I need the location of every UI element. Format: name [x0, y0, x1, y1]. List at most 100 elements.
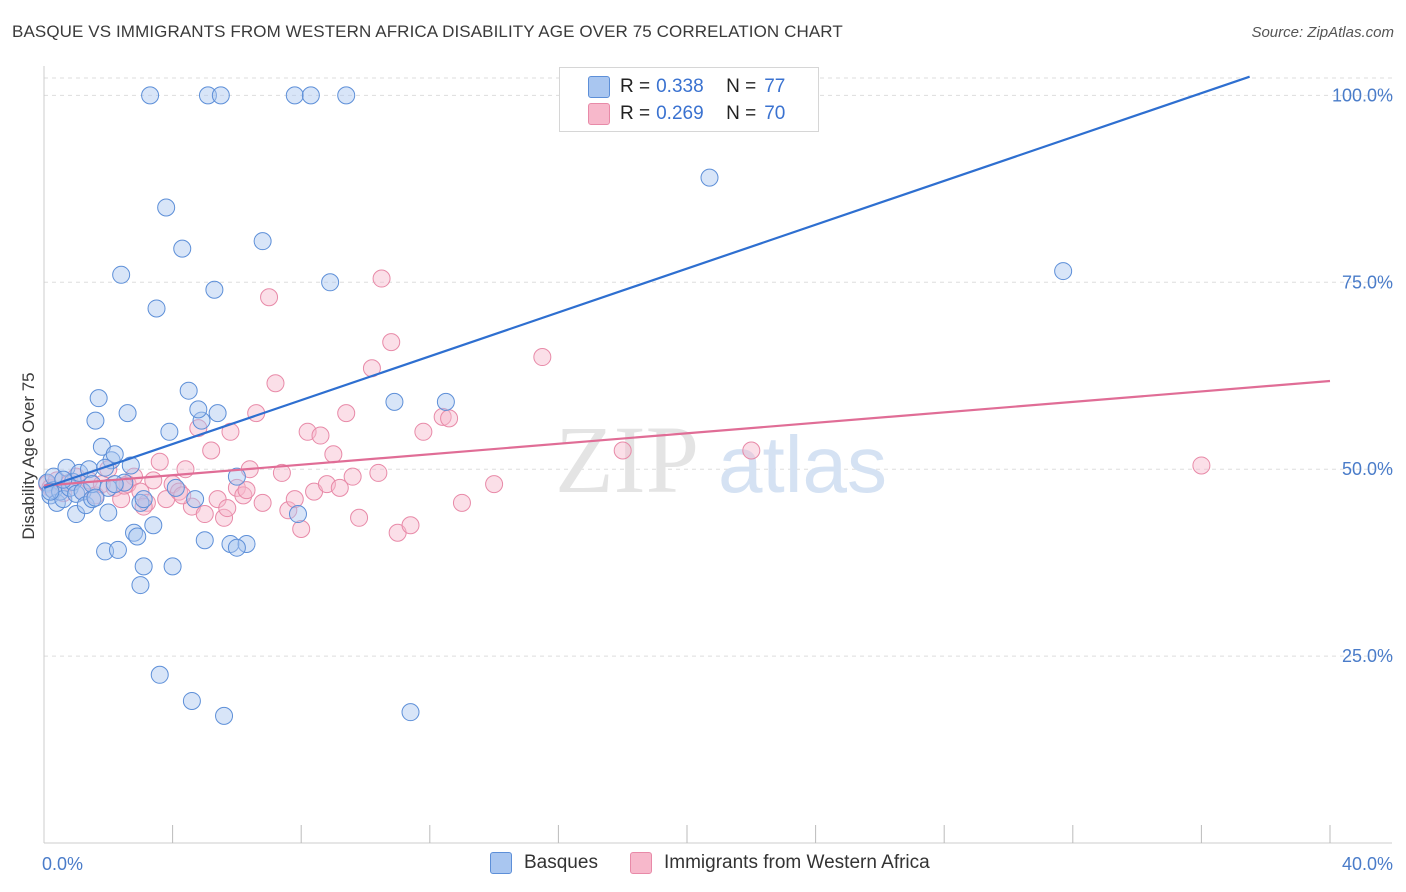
watermark-atlas: atlas: [718, 420, 887, 509]
basque-point: [337, 86, 356, 105]
x-tick-label: 0.0%: [42, 854, 83, 874]
basque-point: [215, 706, 234, 725]
basque-point: [160, 422, 179, 441]
series-basque-points: [38, 86, 1073, 725]
africa-point: [533, 348, 552, 367]
africa-trend-line: [43, 379, 1331, 487]
legend-label-africa: Immigrants from Western Africa: [664, 852, 930, 873]
basque-point: [144, 516, 163, 535]
chart-title: BASQUE VS IMMIGRANTS FROM WESTERN AFRICA…: [12, 22, 843, 41]
africa-point: [208, 490, 227, 509]
r-value: 0.338: [656, 76, 704, 97]
africa-point: [613, 441, 632, 460]
basque-point: [134, 557, 153, 576]
basque-point: [321, 273, 340, 292]
stats-legend-row-basques: R = 0.338 N = 77: [560, 74, 785, 100]
basque-point: [67, 505, 86, 524]
africa-point: [279, 501, 298, 520]
basque-point: [227, 538, 246, 557]
legend-label-basques: Basques: [524, 852, 598, 873]
source-label: Source: ZipAtlas.com: [1251, 24, 1394, 41]
n-key: N =: [726, 76, 757, 97]
basque-point: [131, 576, 150, 595]
basque-point: [173, 239, 192, 258]
africa-point: [330, 478, 349, 497]
basque-point: [105, 475, 124, 494]
gridlines: [44, 77, 1392, 657]
basque-point: [112, 265, 131, 284]
africa-point: [266, 374, 285, 393]
n-value: 70: [764, 103, 786, 124]
africa-point: [440, 409, 459, 428]
africa-point: [195, 505, 214, 524]
stats-legend-row-africa: R = 0.269 N = 70: [560, 101, 785, 127]
africa-point: [401, 516, 420, 535]
basque-point: [301, 86, 320, 105]
n-value: 77: [764, 76, 786, 97]
basque-point: [147, 299, 166, 318]
africa-point: [237, 481, 256, 500]
africa-point: [218, 499, 237, 518]
watermark-zip: ZIP: [555, 406, 699, 513]
africa-legend-swatch: [630, 852, 652, 874]
africa-point: [382, 333, 401, 352]
basque-point: [99, 503, 118, 522]
basque-point: [134, 490, 153, 509]
basque-point: [166, 478, 185, 497]
africa-swatch: [588, 103, 610, 125]
basque-point: [83, 490, 102, 509]
africa-point: [485, 475, 504, 494]
basque-point: [436, 392, 455, 411]
basque-point: [211, 86, 230, 105]
basque-point: [150, 665, 169, 684]
basque-point: [385, 392, 404, 411]
y-tick-label: 100.0%: [1332, 85, 1393, 105]
series-legend: Basques Immigrants from Western Africa: [0, 852, 1406, 878]
basque-point: [288, 505, 307, 524]
series-africa-points: [38, 269, 1211, 542]
basque-point: [700, 168, 719, 187]
africa-point: [350, 508, 369, 527]
legend-item-africa: Immigrants from Western Africa: [630, 852, 930, 874]
africa-point: [202, 441, 221, 460]
y-axis-label: Disability Age Over 75: [19, 372, 38, 539]
africa-point: [311, 426, 330, 445]
africa-point: [253, 493, 272, 512]
africa-point: [372, 269, 391, 288]
basque-point: [227, 467, 246, 486]
r-key: R =: [620, 103, 651, 124]
africa-point: [433, 407, 452, 426]
basque-point: [1054, 262, 1073, 281]
africa-point: [452, 493, 471, 512]
basque-point: [182, 691, 201, 710]
basque-point: [96, 542, 115, 561]
africa-point: [234, 486, 253, 505]
y-tick-label: 25.0%: [1342, 646, 1393, 666]
basque-point: [237, 534, 256, 553]
basque-trend-line: [43, 75, 1250, 489]
x-tick-label: 40.0%: [1342, 854, 1393, 874]
basque-point: [205, 280, 224, 299]
r-key: R =: [620, 76, 651, 97]
basques-legend-swatch: [490, 852, 512, 874]
africa-point: [414, 422, 433, 441]
africa-point: [272, 463, 291, 482]
africa-point: [337, 404, 356, 423]
basque-point: [189, 400, 208, 419]
basque-point: [121, 456, 140, 475]
tick-labels: 25.0% 50.0% 75.0% 100.0% 0.0% 40.0%: [42, 85, 1393, 874]
basque-point: [208, 404, 227, 423]
basque-point: [128, 527, 147, 546]
legend-item-basques: Basques: [490, 852, 598, 874]
basque-point: [179, 381, 198, 400]
basque-point: [89, 389, 108, 408]
basque-point: [163, 557, 182, 576]
axes: [43, 66, 1392, 844]
africa-point: [324, 445, 343, 464]
basque-point: [118, 404, 137, 423]
africa-point: [260, 288, 279, 307]
africa-point: [369, 463, 388, 482]
y-tick-label: 50.0%: [1342, 459, 1393, 479]
basque-point: [401, 703, 420, 722]
